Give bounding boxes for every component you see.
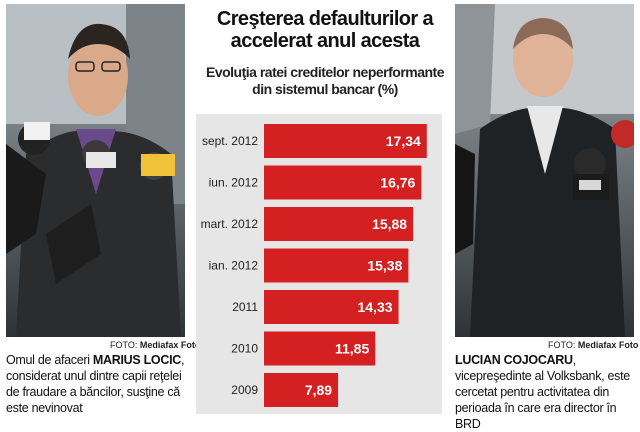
- photo-marius-locic: [6, 4, 185, 337]
- bar: [264, 373, 339, 407]
- chart-area: sept. 2012 17,34 iun. 2012 16,76 mart. 2012 1…: [196, 114, 442, 414]
- value-label: 15,38: [367, 258, 402, 274]
- category-label: 2011: [232, 300, 258, 314]
- value-label: 17,34: [386, 133, 421, 149]
- category-label: 2010: [231, 342, 258, 356]
- photo-lucian-cojocaru: [455, 4, 634, 337]
- bar: [264, 165, 422, 200]
- value-label: 15,88: [372, 216, 407, 232]
- chart-title: Creşterea defaulturilor a accelerat anul…: [216, 8, 434, 52]
- photo-credit-right: FOTO: Mediafax Foto: [548, 340, 639, 350]
- bar: [264, 124, 427, 158]
- press-scene-illustration: [6, 4, 185, 337]
- caption-left-name: MARIUS LOCIC: [92, 353, 181, 367]
- photo-credit-left: FOTO: Mediafax Foto: [110, 340, 201, 350]
- value-label: 14,33: [357, 299, 392, 315]
- bar: [264, 207, 414, 241]
- category-label: mart. 2012: [201, 217, 259, 231]
- value-label: 7,89: [305, 382, 332, 398]
- value-label: 11,85: [335, 341, 369, 357]
- category-label: iun. 2012: [209, 176, 259, 190]
- press-scene-illustration: [455, 4, 634, 337]
- chart-subtitle: Evoluţia ratei creditelor neperformante …: [205, 64, 445, 97]
- caption-right-name: LUCIAN COJOCARU: [455, 353, 573, 367]
- caption-left: Omul de afaceri MARIUS LOCIC, considerat…: [6, 353, 185, 415]
- bar: [264, 331, 376, 366]
- category-label: 2009: [231, 383, 258, 397]
- bar-chart: sept. 2012 17,34 iun. 2012 16,76 mart. 2012 1…: [201, 124, 427, 407]
- value-label: 16,76: [380, 175, 415, 191]
- bar: [264, 248, 409, 283]
- category-label: ian. 2012: [209, 259, 259, 273]
- bar: [264, 290, 399, 324]
- category-label: sept. 2012: [202, 134, 258, 148]
- caption-right: LUCIAN COJOCARU, vicepreşedinte al Volks…: [455, 353, 630, 431]
